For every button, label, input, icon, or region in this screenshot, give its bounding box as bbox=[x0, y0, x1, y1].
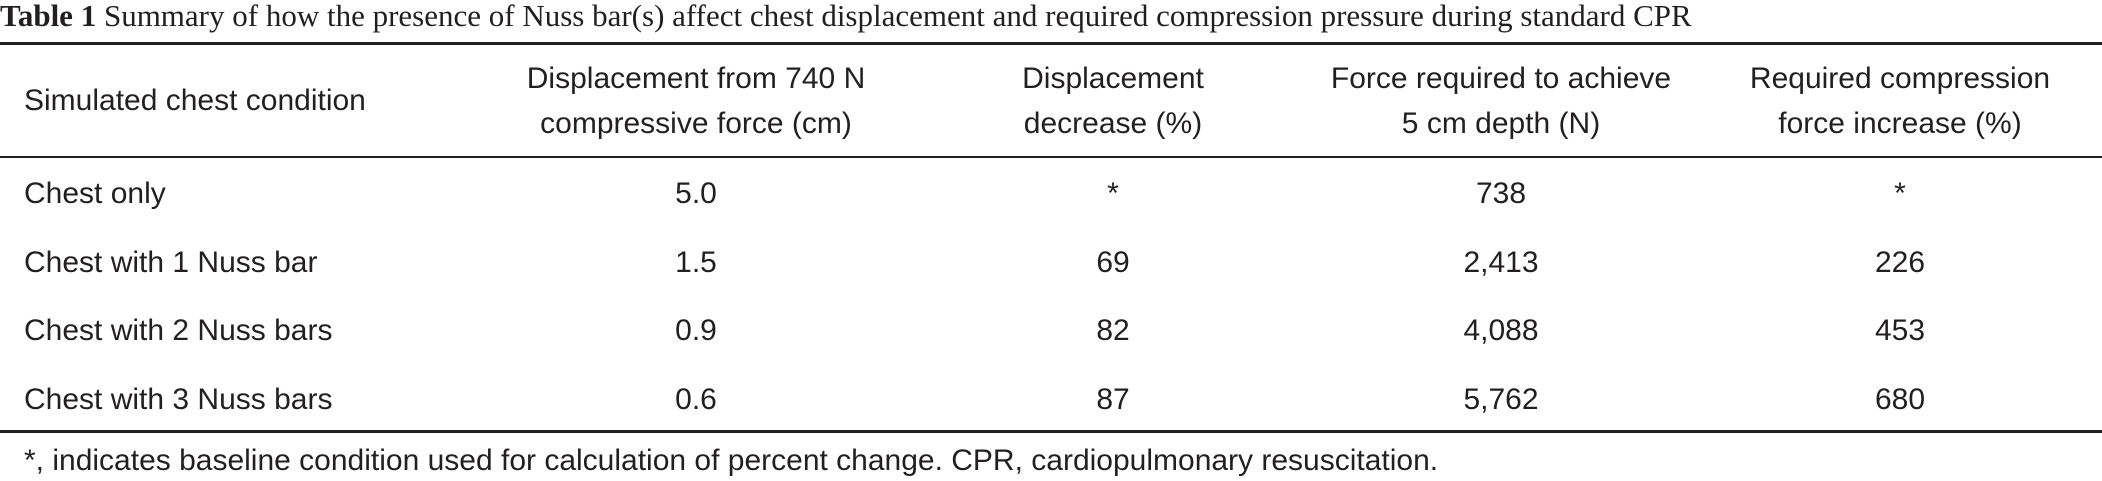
column-header-line: decrease (%) bbox=[1023, 106, 1203, 140]
column-header-condition: Simulated chest condition bbox=[0, 45, 470, 156]
column-header-line: force increase (%) bbox=[1778, 106, 2022, 140]
cell-force-required: 2,413 bbox=[1463, 245, 1539, 279]
table-row: Chest with 1 Nuss bar 1.5 69 2,413 226 bbox=[0, 229, 2102, 298]
column-header-displacement: Displacement from 740 N compressive forc… bbox=[470, 45, 922, 156]
column-header-line: Simulated chest condition bbox=[24, 84, 366, 117]
table-caption: Table 1 Summary of how the presence of N… bbox=[0, 0, 1692, 34]
column-header-line: 5 cm depth (N) bbox=[1401, 106, 1601, 140]
cell-displacement: 5.0 bbox=[675, 177, 717, 211]
table-header: Simulated chest condition Displacement f… bbox=[0, 45, 2102, 156]
table-top-rule bbox=[0, 42, 2102, 45]
cell-displacement: 0.6 bbox=[675, 382, 717, 416]
cell-displacement-decrease: 69 bbox=[1096, 245, 1130, 279]
table-body: Chest only 5.0 * 738 * Chest with 1 Nuss… bbox=[0, 156, 2102, 434]
column-header-line: Displacement from 740 N bbox=[526, 61, 866, 95]
column-header-line: Force required to achieve bbox=[1330, 61, 1672, 95]
table-footnote: *, indicates baseline condition used for… bbox=[24, 444, 1439, 477]
cell-force-increase: 226 bbox=[1874, 245, 1926, 279]
column-header-line: Displacement bbox=[1022, 61, 1204, 95]
column-header-line: Required compression bbox=[1749, 61, 2051, 95]
cell-condition: Chest only bbox=[24, 177, 166, 211]
table-row: Chest only 5.0 * 738 * bbox=[0, 156, 2102, 229]
column-header-force-increase: Required compression force increase (%) bbox=[1698, 45, 2102, 156]
cell-displacement: 1.5 bbox=[675, 245, 717, 279]
cell-force-required: 5,762 bbox=[1463, 382, 1539, 416]
cell-force-increase: 680 bbox=[1874, 382, 1926, 416]
cell-force-required: 738 bbox=[1475, 177, 1527, 211]
cell-force-required: 4,088 bbox=[1463, 314, 1539, 348]
cell-force-increase: 453 bbox=[1874, 314, 1926, 348]
column-header-displacement-decrease: Displacement decrease (%) bbox=[922, 45, 1304, 156]
cell-displacement-decrease: * bbox=[1107, 177, 1119, 211]
header-row: Simulated chest condition Displacement f… bbox=[0, 45, 2102, 156]
cell-condition: Chest with 2 Nuss bars bbox=[24, 314, 333, 348]
cell-force-increase: * bbox=[1894, 177, 1906, 211]
cell-condition: Chest with 3 Nuss bars bbox=[24, 382, 333, 416]
table-label: Table 1 bbox=[0, 0, 97, 33]
table-row: Chest with 2 Nuss bars 0.9 82 4,088 453 bbox=[0, 297, 2102, 366]
column-header-line: compressive force (cm) bbox=[540, 106, 852, 140]
table-bottom-rule bbox=[0, 430, 2102, 433]
summary-table: Simulated chest condition Displacement f… bbox=[0, 45, 2102, 434]
column-header-force-required: Force required to achieve 5 cm depth (N) bbox=[1304, 45, 1698, 156]
table-row: Chest with 3 Nuss bars 0.6 87 5,762 680 bbox=[0, 366, 2102, 435]
cell-displacement: 0.9 bbox=[675, 314, 717, 348]
table-header-rule bbox=[0, 156, 2102, 158]
cell-condition: Chest with 1 Nuss bar bbox=[24, 245, 318, 279]
cell-displacement-decrease: 82 bbox=[1096, 314, 1130, 348]
table-caption-text: Summary of how the presence of Nuss bar(… bbox=[103, 0, 1692, 33]
cell-displacement-decrease: 87 bbox=[1096, 382, 1130, 416]
